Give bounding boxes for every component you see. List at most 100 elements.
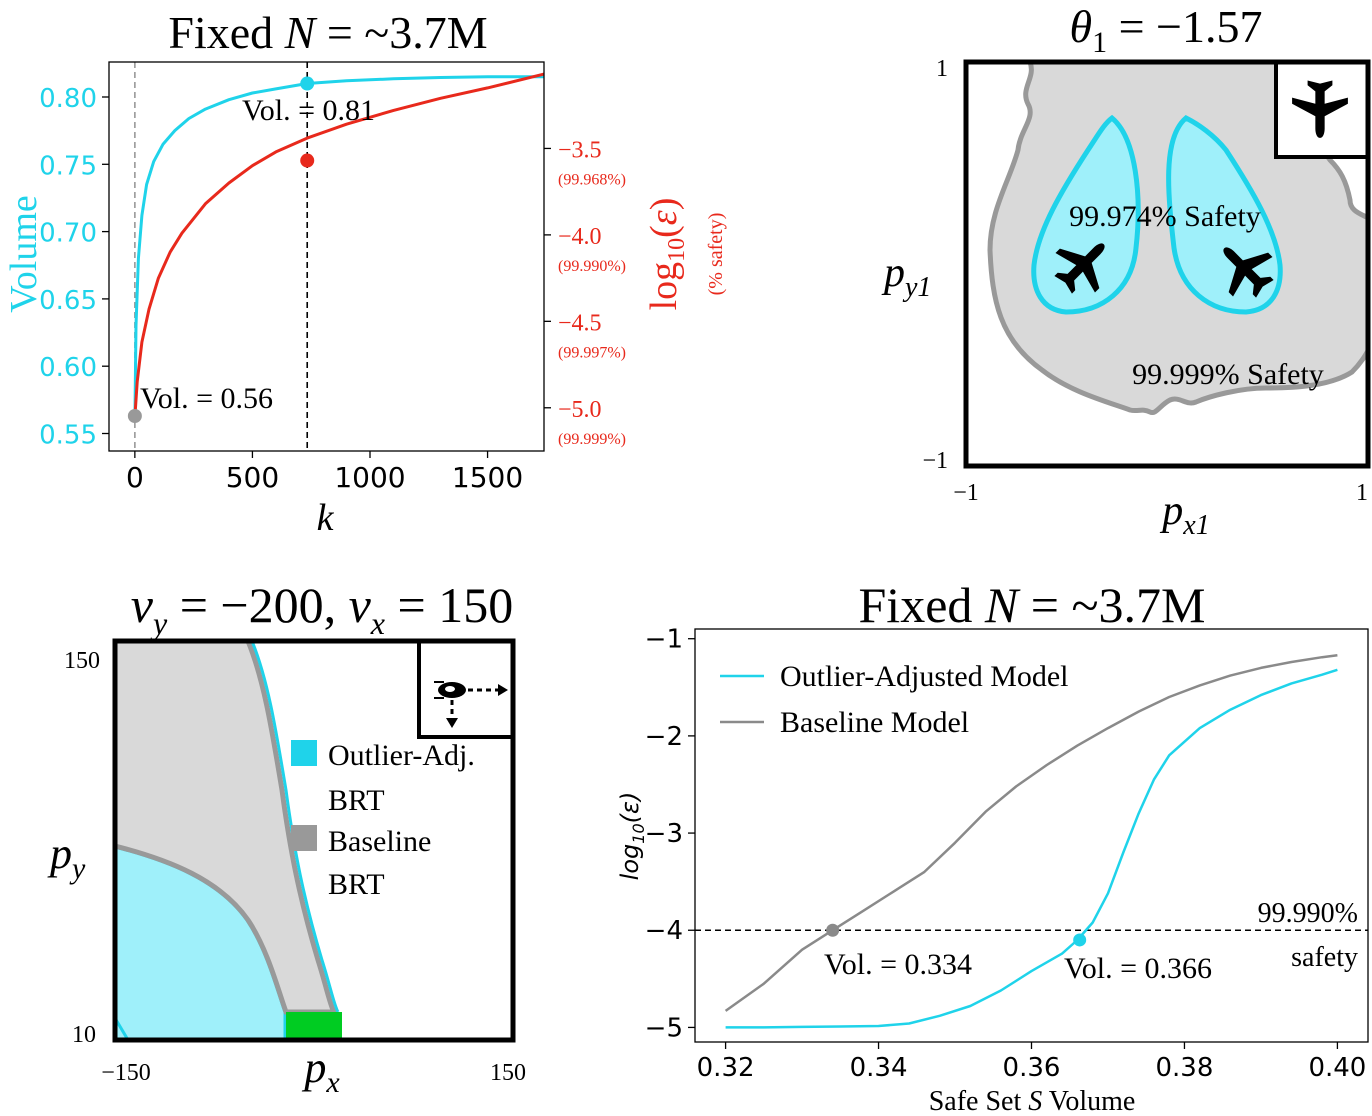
- panel-a-y-ticks: 0.55 0.60 0.65 0.70 0.75 0.80: [39, 84, 109, 451]
- panel-a-y2-label: log10(ε): [643, 198, 690, 311]
- panel-c-y-label: py: [47, 829, 86, 885]
- panel-a-y2-tick-sublabel: (99.997%): [558, 344, 626, 361]
- panel-a-y-tick-label: 0.60: [39, 353, 97, 383]
- panel-a-x-tick-label: 0: [126, 461, 144, 494]
- panel-b-x-tick-right: 1: [1356, 480, 1368, 506]
- panel-d-x-label: Safe Set S Volume: [929, 1086, 1136, 1116]
- panel-b-x-label: px1: [1159, 488, 1209, 541]
- panel-a-y2-tick-label: −4.5: [558, 310, 602, 336]
- panel-d-x-tick-label: 0.32: [697, 1053, 755, 1083]
- panel-d-marker: [826, 923, 840, 937]
- panel-d-title: Fixed N = ~3.7M: [859, 577, 1206, 633]
- panel-d-outlier-line: [725, 668, 1338, 1029]
- panel-c-x-label: px: [301, 1043, 340, 1099]
- panel-b-y-tick-top: 1: [936, 56, 948, 82]
- panel-a-y2-tick-sublabel: (99.990%): [558, 258, 626, 275]
- panel-a-annotation-vol-056: Vol. = 0.56: [140, 382, 273, 415]
- panel-a-title: Fixed N = ~3.7M: [168, 7, 487, 58]
- panel-d-x-tick-label: 0.40: [1308, 1053, 1366, 1083]
- panel-d-legend-baseline-label: Baseline Model: [780, 706, 969, 739]
- panel-d-y-tick-label: −2: [645, 722, 683, 752]
- panel-d-plot-lines: [695, 653, 1368, 1029]
- panel-d-annotation-vol-0366: Vol. = 0.366: [1064, 952, 1212, 985]
- panel-d-y-tick-label: −3: [645, 819, 683, 849]
- panel-a-marker: [127, 409, 142, 424]
- panel-d-x-ticks: 0.32 0.34 0.36 0.38 0.40: [697, 1042, 1366, 1083]
- panel-b-y-tick-bottom: −1: [922, 448, 948, 474]
- panel-c-legend-outlier-label-1: Outlier-Adj.: [328, 739, 475, 772]
- panel-d-x-tick-label: 0.38: [1156, 1053, 1214, 1083]
- panel-d-y-tick-label: −5: [645, 1013, 683, 1043]
- panel-d-legend-outlier-label: Outlier-Adjusted Model: [780, 660, 1069, 693]
- panel-a-y2-tick-label: −5.0: [558, 397, 602, 423]
- panel-b-y-label: py1: [881, 250, 931, 303]
- panel-a-markers: [127, 76, 315, 424]
- aircraft-right-icon: [1223, 247, 1274, 298]
- panel-a-y2-sublabel: (% safety): [705, 213, 727, 296]
- panel-a-x-label: k: [317, 497, 335, 539]
- panel-a-annotation-vol-081: Vol. = 0.81: [242, 94, 375, 127]
- panel-d-x-tick-label: 0.34: [850, 1053, 908, 1083]
- panel-d-marker: [1073, 933, 1087, 947]
- panel-c-y-tick-bottom: 10: [72, 1022, 96, 1048]
- panel-b-baseline-region: [966, 62, 1368, 415]
- panel-a-x-tick-label: 500: [226, 461, 279, 494]
- panel-b-frame: [963, 59, 1371, 469]
- panel-a-y-tick-label: 0.75: [39, 151, 97, 181]
- panel-c-legend-outlier-label-2: BRT: [328, 784, 385, 817]
- panel-a-log-eps-line: [133, 72, 545, 417]
- panel-c-legend-baseline-label-1: Baseline: [328, 825, 431, 858]
- aircraft-left-icon: [1054, 243, 1105, 294]
- panel-a-y-label: Volume: [3, 195, 45, 313]
- panel-d-annotation-safety-word: safety: [1291, 942, 1358, 973]
- panel-d-y-ticks: −5 −4 −3 −2 −1: [645, 625, 695, 1043]
- panel-b-x-tick-left: −1: [953, 480, 979, 506]
- panel-a-marker: [300, 76, 315, 91]
- panel-a-y2-tick-sublabel: (99.968%): [558, 171, 626, 188]
- panel-c-legend-baseline-swatch: [291, 825, 317, 851]
- panel-a-y2-tick-sublabel: (99.999%): [558, 431, 626, 448]
- panel-velocity-slice: vy = −200, vx = 150 Outlier-Adj. BRT: [47, 577, 526, 1099]
- panel-c-outlier-corner: [115, 1015, 130, 1040]
- panel-b-annotation-inner: 99.974% Safety: [1069, 200, 1261, 233]
- panel-d-y-tick-label: −1: [645, 625, 683, 655]
- panel-a-y2-ticks: −3.5 (99.968%) −4.0 (99.990%) −4.5 (99.997%) −…: [544, 137, 626, 448]
- panel-b-title: θ1 = −1.57: [1070, 1, 1263, 59]
- panel-a-marker: [300, 153, 315, 168]
- panel-d-x-tick-label: 0.36: [1003, 1053, 1061, 1083]
- panel-c-x-tick-left: −150: [101, 1060, 151, 1086]
- panel-c-baseline-region: [115, 641, 339, 1015]
- panel-d-y-label: log10(ε): [616, 792, 648, 881]
- panel-log-eps-vs-volume: Fixed N = ~3.7M 0.32 0.34 0.36 0.38 0.40 −5−…: [616, 577, 1369, 1116]
- panel-a-y-tick-label: 0.65: [39, 286, 97, 316]
- panel-c-target-region: [286, 1012, 342, 1040]
- panel-b-annotation-outer: 99.999% Safety: [1132, 358, 1324, 391]
- panel-d-annotation-vol-0334: Vol. = 0.334: [824, 948, 972, 981]
- panel-c-y-tick-top: 150: [64, 648, 100, 674]
- panel-c-frame: [112, 638, 516, 1043]
- panel-a-frame: [108, 61, 545, 452]
- velocity-arrows-icon: [446, 684, 508, 728]
- panel-c-legend-outlier-swatch: [291, 740, 317, 766]
- panel-a-x-tick-label: 1000: [334, 461, 405, 494]
- panel-d-annotation-safety-pct: 99.990%: [1258, 898, 1358, 929]
- panel-a-y-tick-label: 0.70: [39, 219, 97, 249]
- panel-a-y2-tick-label: −4.0: [558, 224, 602, 250]
- panel-a-x-ticks: 0 500 1000 1500: [126, 451, 523, 494]
- panel-c-x-tick-right: 150: [490, 1060, 526, 1086]
- panel-volume-vs-k: Fixed N = ~3.7M 0 500 1000 1500 0.55 0.60 0.6…: [3, 7, 727, 539]
- panel-a-volume-line: [133, 75, 544, 421]
- panel-b-outlier-region-left: [1031, 114, 1141, 315]
- panel-a-y2-tick-label: −3.5: [558, 137, 602, 163]
- panel-theta-slice: θ1 = −1.57 99.974% Safety 99.999% Safety…: [881, 1, 1371, 541]
- panel-a-y-tick-label: 0.80: [39, 84, 97, 114]
- inset-aircraft-icon: [1292, 80, 1348, 138]
- panel-c-legend-baseline-label-2: BRT: [328, 868, 385, 901]
- panel-a-plot-lines: [133, 62, 545, 451]
- panel-d-baseline-line: [724, 653, 1338, 1012]
- panel-d-y-tick-label: −4: [645, 916, 683, 946]
- panel-c-title: vy = −200, vx = 150: [131, 577, 513, 641]
- panel-d-markers: [826, 923, 1087, 947]
- panel-a-x-tick-label: 1500: [452, 461, 523, 494]
